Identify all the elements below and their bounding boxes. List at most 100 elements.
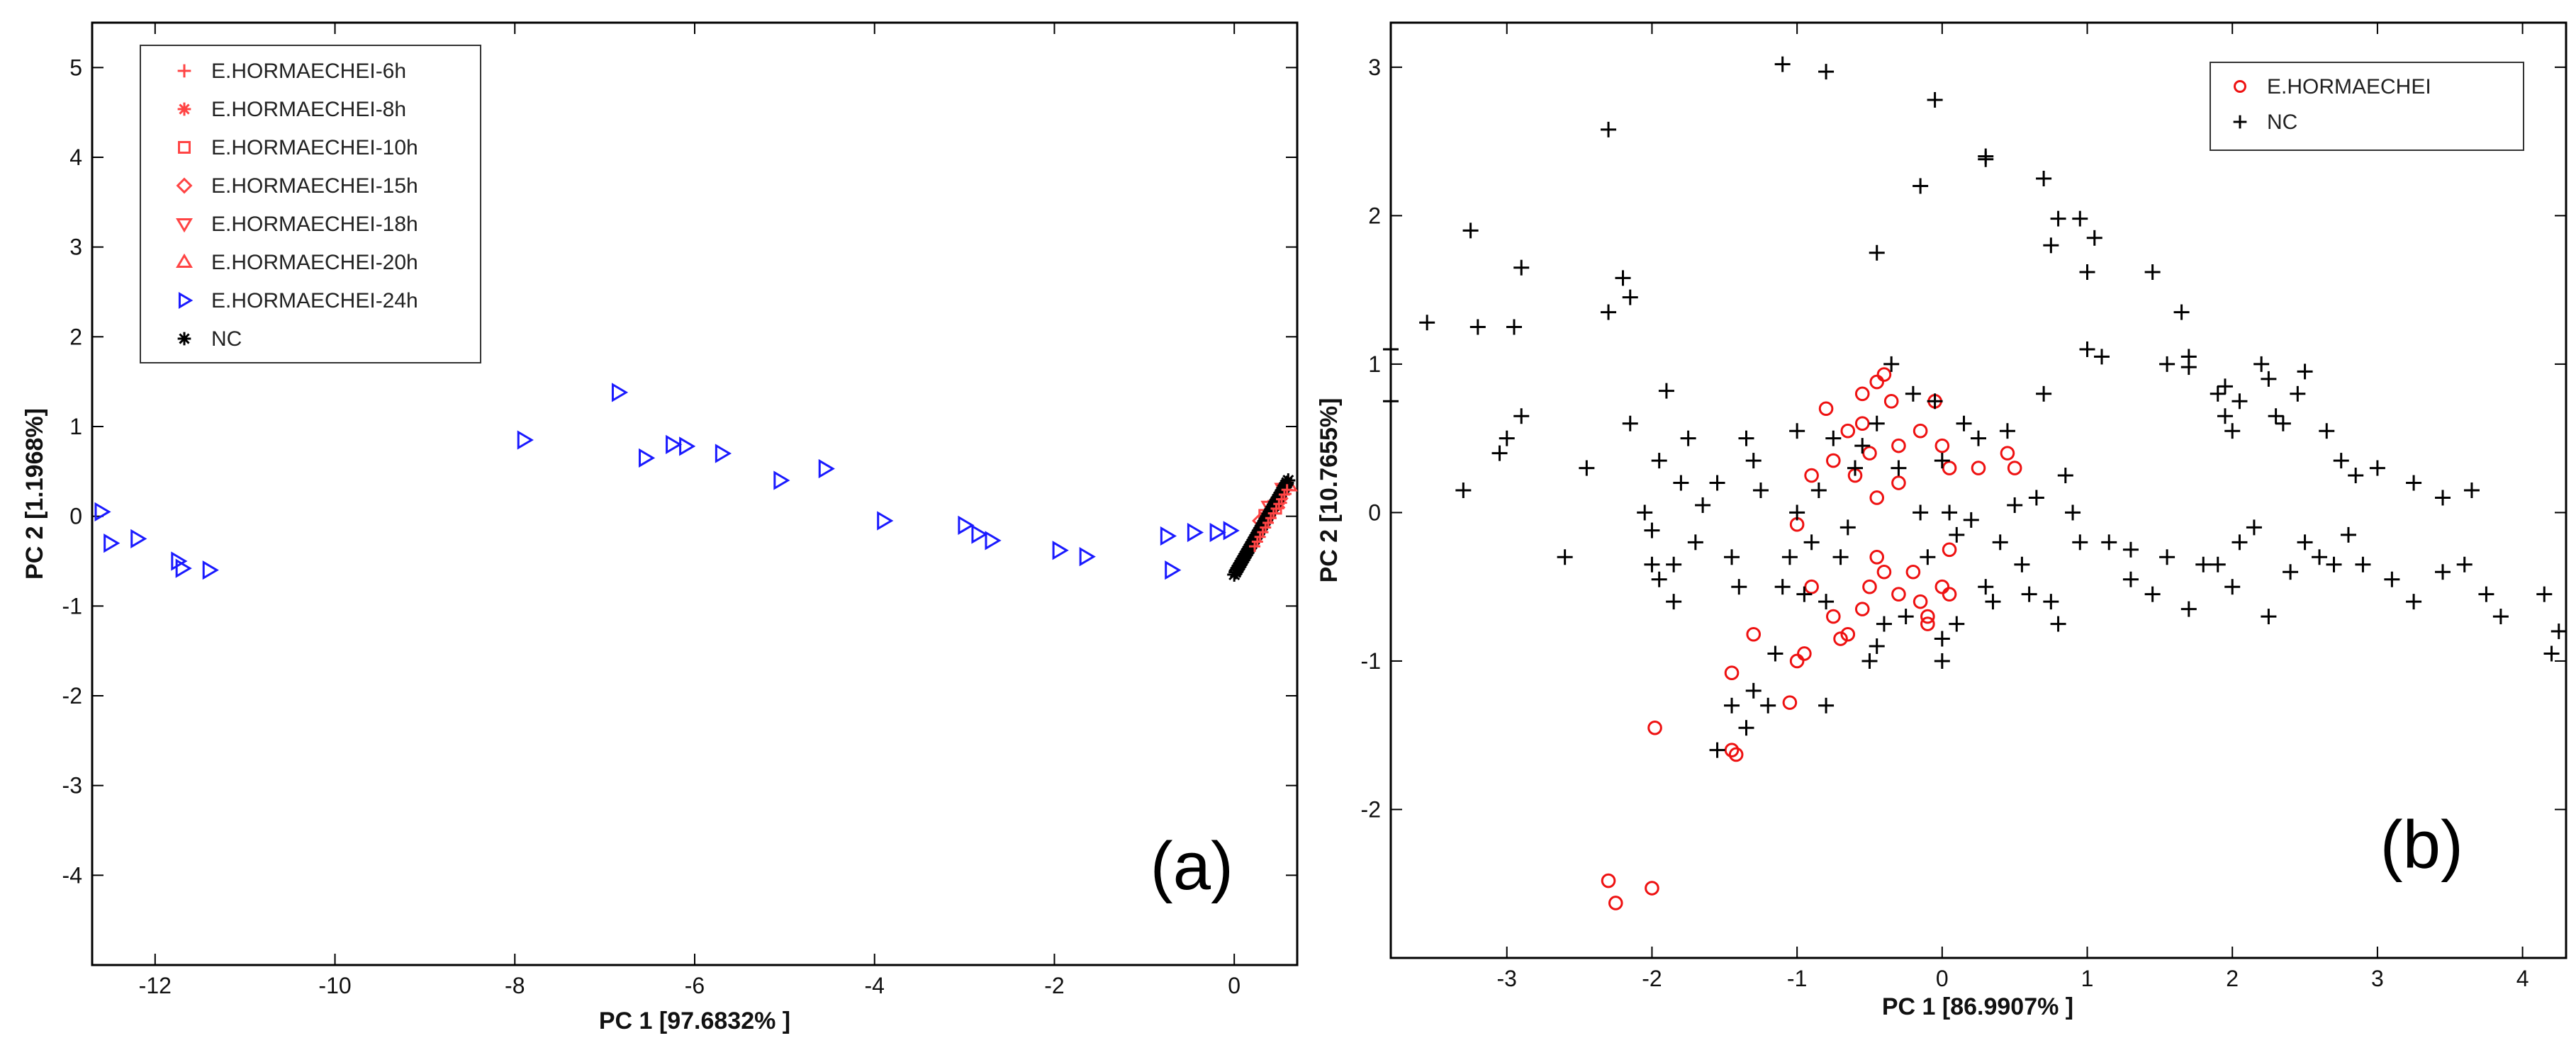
data-point — [1854, 416, 1870, 431]
data-point — [1971, 461, 1986, 475]
data-point — [2231, 393, 2248, 410]
data-point — [1810, 483, 1827, 498]
data-point — [2000, 446, 2015, 461]
data-point — [1789, 504, 1805, 521]
data-point — [1789, 653, 1805, 669]
data-point — [2297, 363, 2313, 380]
data-point — [1869, 638, 1885, 654]
data-point — [2043, 237, 2059, 254]
data-point — [1666, 556, 1682, 572]
data-point — [1781, 549, 1798, 565]
data-point — [639, 448, 656, 468]
data-point — [1920, 616, 1935, 631]
data-point — [1746, 626, 1762, 642]
data-point — [1825, 430, 1842, 446]
legend-entry-label: E.HORMAECHEI-20h — [211, 251, 418, 274]
data-point — [1160, 526, 1177, 546]
legend-a: E.HORMAECHEI-6h E.HORMAECHEI-8h E.HORMAECH… — [140, 45, 481, 363]
data-point — [1891, 587, 1906, 602]
y-tick-label: 5 — [69, 55, 82, 80]
data-point — [2406, 594, 2422, 610]
panel-label-b: (b) — [2380, 807, 2463, 883]
data-point — [1469, 319, 1486, 335]
data-point — [1622, 415, 1638, 431]
data-point — [2283, 564, 2299, 580]
data-point — [1724, 549, 1740, 565]
data-point — [1738, 720, 1754, 736]
data-point — [1647, 720, 1662, 735]
data-point — [1883, 393, 1899, 409]
data-point — [1869, 374, 1885, 390]
data-point — [1840, 626, 1856, 642]
x-tick-label: 2 — [2226, 966, 2239, 991]
data-point — [2028, 490, 2044, 506]
data-point — [1709, 742, 1725, 758]
data-point — [1615, 270, 1631, 286]
data-point — [2173, 304, 2190, 320]
data-point — [1499, 430, 1515, 446]
data-point — [1861, 653, 1878, 669]
data-point — [679, 436, 696, 456]
data-point — [1680, 430, 1696, 446]
data-point — [2072, 534, 2088, 551]
data-point — [2231, 534, 2248, 551]
x-axis-label-a: PC 1 [97.6832% ] — [599, 1008, 790, 1034]
legend-marker — [2234, 80, 2246, 93]
y-axis-label-b: PC 2 [10.7655%] — [1316, 398, 1343, 583]
axis-ticks-b: -3 -2 -1 0 1 2 3 4 -2 -1 0 1 2 3 — [1361, 23, 2566, 991]
data-point — [2369, 460, 2385, 476]
data-point — [2180, 349, 2197, 365]
data-point — [1774, 56, 1791, 72]
data-point — [2261, 609, 2277, 625]
data-point — [2463, 483, 2480, 498]
data-point — [1223, 521, 1240, 541]
data-point — [1854, 602, 1870, 616]
legend-marker — [176, 253, 193, 269]
x-tick-label: 3 — [2371, 966, 2384, 991]
data-point — [1913, 594, 1928, 609]
data-point — [2159, 549, 2175, 565]
data-point — [1876, 564, 1892, 580]
data-point — [1709, 475, 1725, 491]
x-tick-label: -12 — [139, 973, 172, 998]
legend-entry-label: E.HORMAECHEI-10h — [211, 136, 418, 159]
x-tick-label: -2 — [1044, 973, 1064, 998]
data-point — [1913, 178, 1929, 194]
data-point — [1818, 594, 1835, 610]
data-point — [1187, 522, 1204, 543]
data-point — [1165, 560, 1182, 580]
data-point — [1934, 631, 1950, 647]
data-point — [1752, 483, 1769, 498]
data-point — [1869, 244, 1885, 261]
data-point — [1818, 64, 1835, 80]
data-point — [1601, 121, 1617, 137]
data-point — [1383, 393, 1399, 410]
data-point — [1913, 423, 1928, 439]
data-point — [2093, 349, 2110, 365]
data-point — [2217, 408, 2233, 424]
data-point — [2319, 423, 2335, 439]
data-point — [1840, 423, 1856, 439]
data-point — [1462, 222, 1479, 239]
legend-marker — [177, 332, 191, 346]
data-point — [1513, 259, 1530, 276]
y-axis-label-a: PC 2 [1.1968%] — [21, 408, 48, 580]
x-tick-label: -2 — [1642, 966, 1662, 991]
data-point — [2456, 556, 2473, 572]
data-point — [1971, 430, 1986, 446]
data-point — [1804, 468, 1819, 483]
data-point — [1622, 289, 1638, 305]
data-point — [2478, 586, 2494, 602]
data-point — [2210, 385, 2226, 402]
data-point — [1992, 534, 2008, 551]
data-point — [1920, 609, 1935, 624]
nc-cluster-point — [1281, 473, 1296, 487]
data-point — [1645, 881, 1659, 896]
data-point — [1854, 438, 1871, 454]
data-point — [1608, 896, 1623, 910]
data-point — [1891, 475, 1906, 490]
data-point — [2543, 645, 2560, 662]
legend-marker — [176, 177, 193, 194]
data-point — [1724, 665, 1740, 681]
data-point — [1942, 504, 1958, 521]
